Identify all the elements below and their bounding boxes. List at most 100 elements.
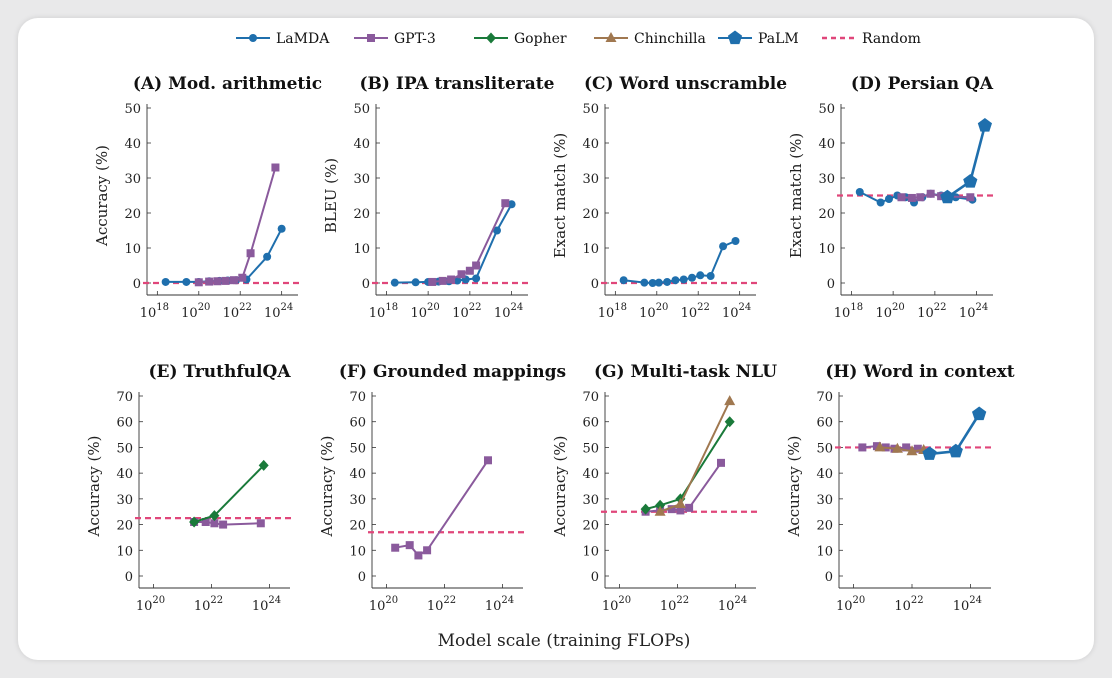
- data-point: [674, 498, 686, 508]
- series-lamda: [390, 200, 516, 287]
- data-point: [472, 274, 481, 283]
- legend-item-random: Random: [822, 31, 921, 47]
- data-point: [465, 266, 474, 275]
- x-tick-label: 1020: [639, 302, 668, 321]
- y-tick-label: 60: [582, 416, 599, 431]
- data-point: [696, 271, 705, 280]
- x-tick-label: 1022: [894, 595, 923, 614]
- series-lamda: [619, 237, 740, 287]
- data-point: [209, 510, 220, 522]
- data-point: [724, 395, 736, 406]
- data-point: [654, 505, 666, 516]
- y-tick-label: 40: [349, 467, 366, 482]
- y-tick-label: 40: [353, 137, 370, 152]
- data-point: [256, 519, 265, 528]
- y-tick-label: 20: [124, 207, 141, 222]
- y-tick-label: 40: [818, 137, 835, 152]
- data-point: [884, 195, 893, 203]
- y-tick-label: 50: [582, 102, 599, 117]
- y-tick-label: 30: [818, 172, 835, 187]
- data-point: [507, 200, 516, 209]
- legend-item-palm: PaLM: [718, 30, 799, 47]
- data-point: [891, 442, 903, 453]
- data-point: [972, 406, 987, 421]
- data-point: [194, 278, 203, 287]
- data-point: [619, 276, 628, 285]
- data-point: [663, 277, 672, 286]
- series-gpt-3: [194, 163, 280, 287]
- data-point: [648, 279, 657, 287]
- y-tick-label: 0: [825, 570, 833, 585]
- data-point: [161, 277, 170, 286]
- y-tick-label: 10: [818, 242, 835, 257]
- data-point: [271, 163, 280, 172]
- data-point: [876, 198, 885, 207]
- x-tick-label: 1020: [602, 595, 631, 614]
- data-point: [855, 188, 864, 196]
- data-point: [963, 174, 978, 188]
- figure-x-axis-label: Model scale (training FLOPs): [438, 631, 691, 651]
- data-point: [414, 551, 423, 560]
- panel-title: (D) Persian QA: [851, 74, 994, 94]
- y-tick-label: 70: [349, 390, 366, 405]
- data-point: [671, 276, 680, 285]
- series-line: [623, 240, 736, 285]
- data-point: [922, 446, 937, 460]
- legend-swatch-marker: [367, 34, 375, 42]
- y-tick-label: 50: [349, 441, 366, 456]
- y-tick-label: 50: [116, 441, 133, 456]
- y-tick-label: 50: [582, 441, 599, 456]
- y-tick-label: 70: [582, 390, 599, 405]
- data-point: [719, 242, 728, 251]
- data-point: [916, 193, 925, 202]
- x-tick-label: 1022: [660, 595, 689, 614]
- legend-label: Gopher: [514, 31, 567, 47]
- data-point: [182, 277, 191, 286]
- data-point: [902, 443, 911, 452]
- series-palm: [940, 118, 992, 204]
- y-tick-label: 20: [582, 207, 599, 222]
- series-line: [395, 459, 489, 557]
- x-tick-label: 1018: [140, 302, 169, 321]
- y-tick-label: 30: [349, 493, 366, 508]
- data-point: [906, 445, 918, 456]
- x-tick-label: 1024: [485, 595, 514, 614]
- x-tick-label: 1020: [876, 302, 905, 321]
- data-point: [189, 516, 200, 528]
- y-tick-label: 20: [816, 519, 833, 534]
- data-point: [940, 189, 955, 204]
- y-tick-label: 0: [827, 277, 835, 292]
- figure-card: [18, 18, 1094, 660]
- legend-label: Chinchilla: [634, 31, 706, 47]
- data-point: [411, 278, 420, 287]
- y-tick-label: 0: [358, 570, 366, 585]
- x-tick-label: 1020: [411, 302, 440, 321]
- y-tick-label: 60: [349, 416, 366, 431]
- y-tick-label: 10: [116, 544, 133, 559]
- data-point: [977, 118, 992, 132]
- data-point: [219, 520, 228, 529]
- y-tick-label: 40: [816, 467, 833, 482]
- y-tick-label: 40: [124, 137, 141, 152]
- data-point: [438, 276, 447, 285]
- y-axis-label: Exact match (%): [551, 133, 569, 259]
- series-line: [198, 167, 277, 284]
- legend: LaMDA GPT-3 Gopher Chinchilla PaLM Random: [236, 30, 921, 47]
- data-point: [640, 278, 649, 287]
- x-tick-label: 1022: [917, 302, 946, 321]
- y-tick-label: 0: [125, 570, 133, 585]
- legend-swatch-marker: [727, 30, 743, 45]
- data-point: [948, 443, 963, 458]
- y-tick-label: 10: [582, 242, 599, 257]
- data-point: [907, 193, 916, 202]
- legend-item-gopher: Gopher: [474, 31, 567, 47]
- data-point: [453, 276, 462, 285]
- x-tick-label: 1018: [369, 302, 398, 321]
- y-tick-label: 30: [124, 172, 141, 187]
- legend-item-chinchilla: Chinchilla: [594, 31, 706, 47]
- x-tick-label: 1020: [181, 302, 210, 321]
- y-tick-label: 50: [353, 102, 370, 117]
- panel-f: (F) Grounded mappings0102030405060701020…: [318, 362, 566, 614]
